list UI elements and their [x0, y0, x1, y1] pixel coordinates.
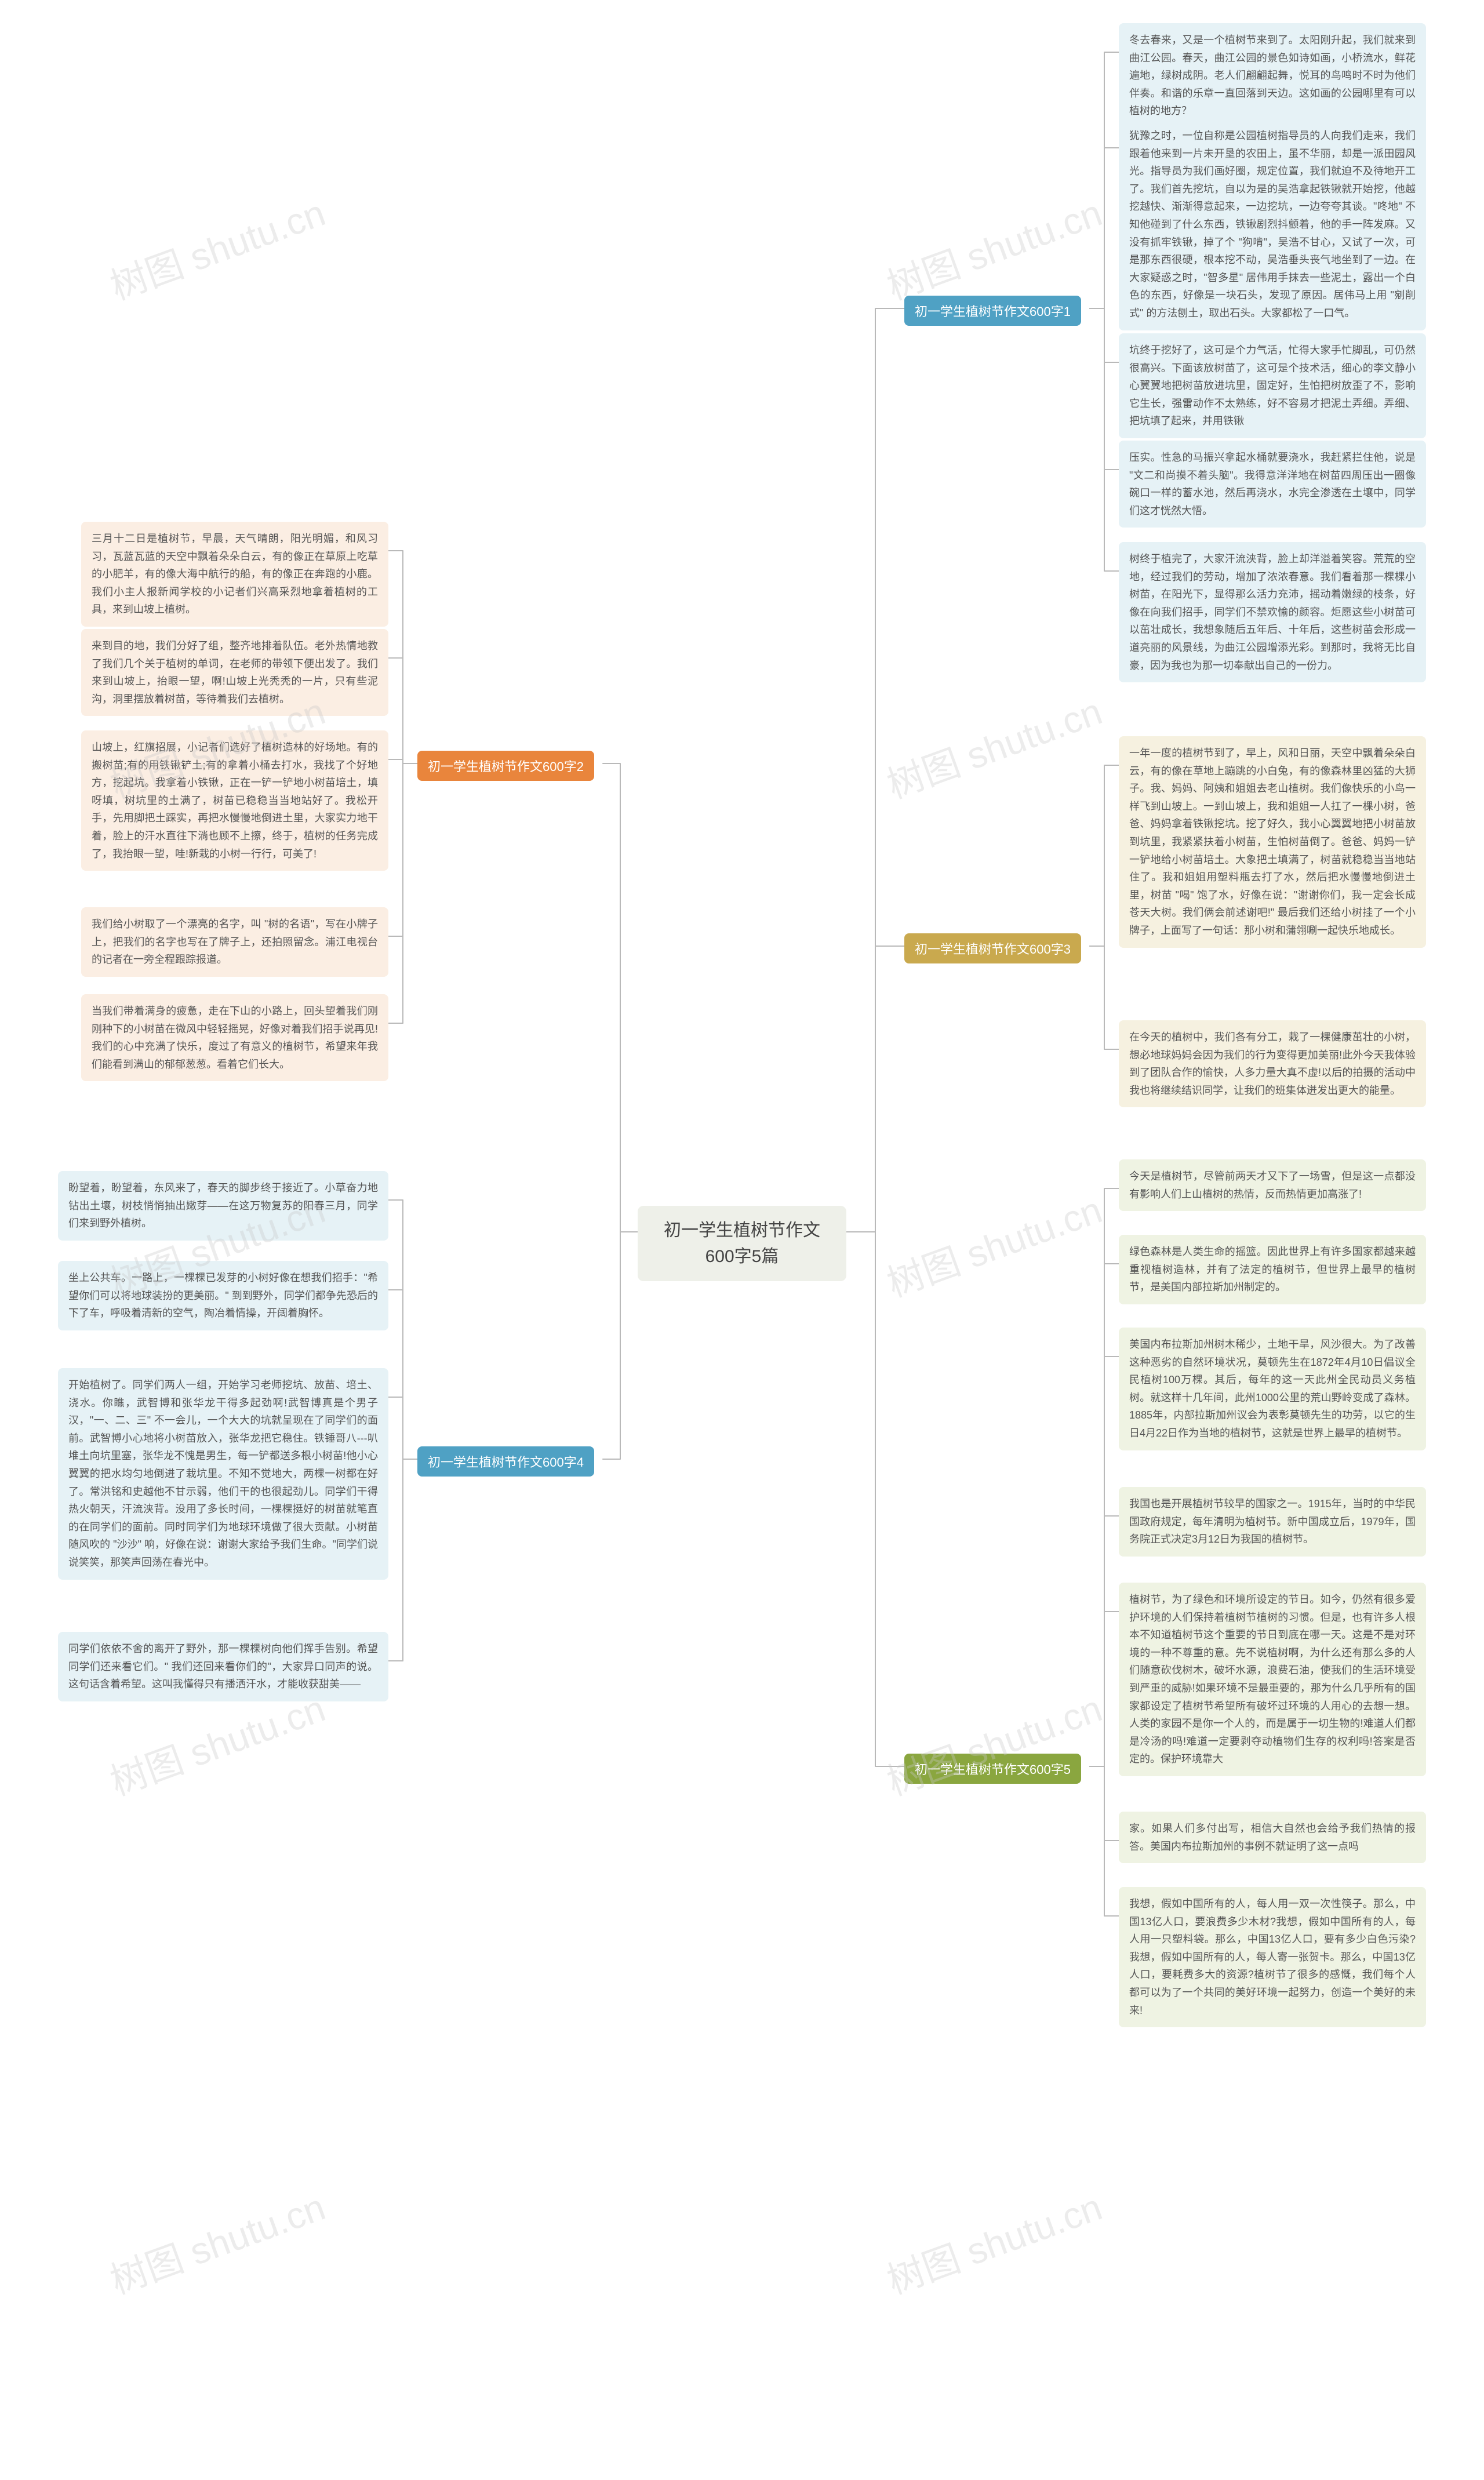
- leaf-node: 在今天的植树中，我们各有分工，栽了一棵健康茁壮的小树，想必地球妈妈会因为我们的行…: [1119, 1020, 1426, 1107]
- watermark: 树图 shutu.cn: [879, 1679, 1108, 1806]
- leaf-node: 我们给小树取了一个漂亮的名字，叫 "树的名语"，写在小牌子上，把我们的名字也写在…: [81, 907, 388, 977]
- leaf-node: 三月十二日是植树节，早晨，天气晴朗，阳光明媚，和风习习，瓦蓝瓦蓝的天空中飘着朵朵…: [81, 522, 388, 627]
- leaf-node: 美国内布拉斯加州树木稀少，土地干旱，风沙很大。为了改善这种恶劣的自然环境状况，莫…: [1119, 1328, 1426, 1450]
- leaf-node: 坑终于挖好了，这可是个力气活，忙得大家手忙脚乱，可仍然很高兴。下面该放树苗了，这…: [1119, 333, 1426, 438]
- leaf-node: 山坡上，红旗招展，小记者们选好了植树造林的好场地。有的搬树苗;有的用铁锹铲土;有…: [81, 730, 388, 871]
- leaf-node: 今天是植树节，尽管前两天才又下了一场雪，但是这一点都没有影响人们上山植树的热情，…: [1119, 1159, 1426, 1211]
- watermark: 树图 shutu.cn: [879, 2177, 1108, 2304]
- leaf-node: 当我们带着满身的疲惫，走在下山的小路上，回头望着我们刚刚种下的小树苗在微风中轻轻…: [81, 994, 388, 1081]
- leaf-node: 坐上公共车。一路上，一棵棵已发芽的小树好像在想我们招手："希望你们可以将地球装扮…: [58, 1261, 388, 1330]
- watermark: 树图 shutu.cn: [879, 682, 1108, 809]
- leaf-node: 我想，假如中国所有的人，每人用一双一次性筷子。那么，中国13亿人口，要浪费多少木…: [1119, 1887, 1426, 2027]
- leaf-node: 一年一度的植树节到了，早上，风和日丽，天空中飘着朵朵白云，有的像在草地上蹦跳的小…: [1119, 736, 1426, 948]
- leaf-node: 开始植树了。同学们两人一组，开始学习老师挖坑、放苗、培土、浇水。你瞧，武智博和张…: [58, 1368, 388, 1580]
- leaf-node: 树终于植完了，大家汗流浃背，脸上却洋溢着笑容。荒荒的空地，经过我们的劳动，增加了…: [1119, 542, 1426, 682]
- branch-node: 初一学生植树节作文600字1: [904, 296, 1081, 326]
- leaf-node: 犹豫之时，一位自称是公园植树指导员的人向我们走来，我们跟着他来到一片未开垦的农田…: [1119, 119, 1426, 330]
- watermark: 树图 shutu.cn: [879, 183, 1108, 310]
- watermark: 树图 shutu.cn: [102, 2177, 332, 2304]
- leaf-node: 冬去春来，又是一个植树节来到了。太阳刚升起，我们就来到曲江公园。春天，曲江公园的…: [1119, 23, 1426, 128]
- branch-node: 初一学生植树节作文600字5: [904, 1754, 1081, 1784]
- leaf-node: 压实。性急的马振兴拿起水桶就要浇水，我赶紧拦住他，说是 "文二和尚摸不着头脑"。…: [1119, 441, 1426, 528]
- leaf-node: 家。如果人们多付出写，相信大自然也会给予我们热情的报答。美国内布拉斯加州的事例不…: [1119, 1812, 1426, 1863]
- leaf-node: 绿色森林是人类生命的摇篮。因此世界上有许多国家都越来越重视植树造林，并有了法定的…: [1119, 1235, 1426, 1304]
- branch-node: 初一学生植树节作文600字3: [904, 933, 1081, 963]
- leaf-node: 植树节，为了绿色和环境所设定的节日。如今，仍然有很多爱护环境的人们保持着植树节植…: [1119, 1583, 1426, 1776]
- leaf-node: 同学们依依不舍的离开了野外，那一棵棵树向他们挥手告别。希望同学们还来看它们。" …: [58, 1632, 388, 1701]
- watermark: 树图 shutu.cn: [102, 183, 332, 310]
- center-node: 初一学生植树节作文600字5篇: [638, 1206, 846, 1281]
- watermark: 树图 shutu.cn: [879, 1180, 1108, 1307]
- leaf-node: 盼望着，盼望着，东风来了，春天的脚步终于接近了。小草奋力地钻出土壤，树枝悄悄抽出…: [58, 1171, 388, 1241]
- branch-node: 初一学生植树节作文600字4: [417, 1446, 594, 1477]
- leaf-node: 我国也是开展植树节较早的国家之一。1915年，当时的中华民国政府规定，每年清明为…: [1119, 1487, 1426, 1557]
- leaf-node: 来到目的地，我们分好了组，整齐地排着队伍。老外热情地教了我们几个关于植树的单词，…: [81, 629, 388, 716]
- branch-node: 初一学生植树节作文600字2: [417, 751, 594, 781]
